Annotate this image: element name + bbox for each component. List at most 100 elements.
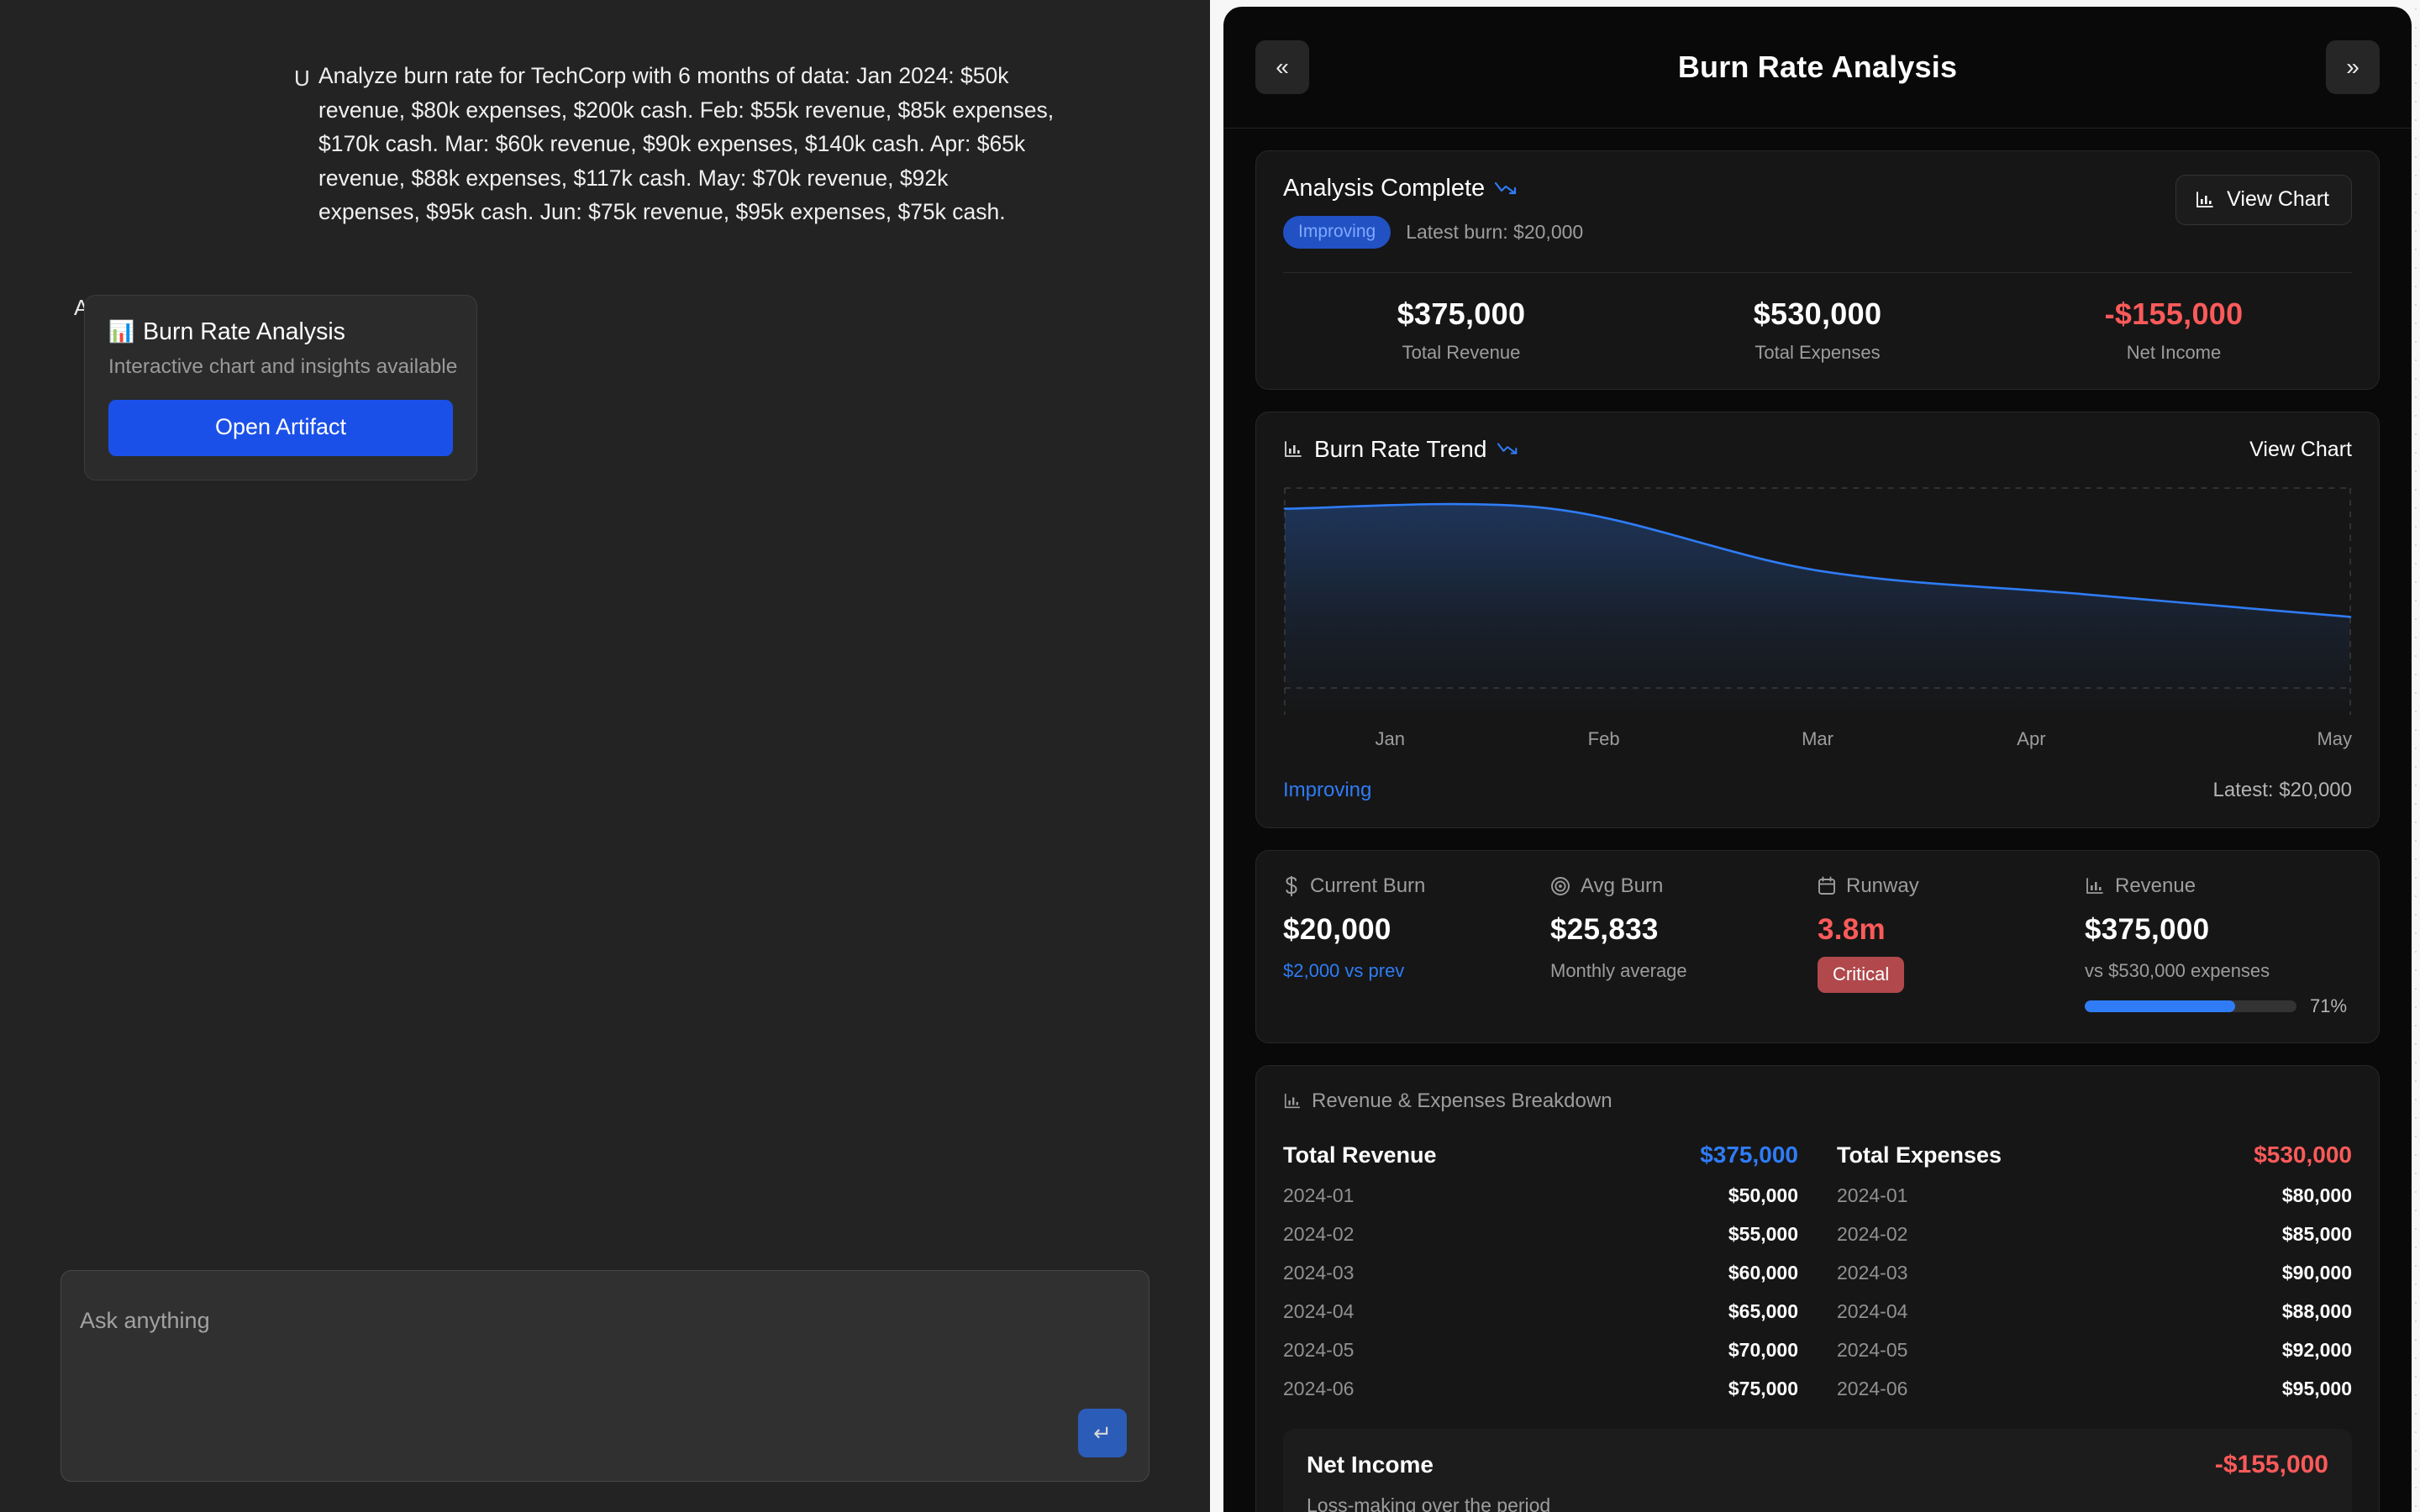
burn-rate-trend-card: Burn Rate Trend View Chart	[1255, 412, 2380, 828]
send-button[interactable]: ↵	[1078, 1409, 1127, 1457]
metric-label: Revenue	[2115, 874, 2196, 897]
open-artifact-button[interactable]: Open Artifact	[108, 400, 453, 457]
composer-placeholder: Ask anything	[80, 1308, 210, 1333]
user-message-row: U Analyze burn rate for TechCorp with 6 …	[0, 0, 1210, 229]
view-chart-button-label: View Chart	[2227, 187, 2329, 211]
breakdown-col-total: $375,000	[1700, 1142, 1798, 1168]
breakdown-revenue-column: Total Revenue $375,000 2024-01 $50,000 2…	[1283, 1142, 1837, 1400]
metrics-card: Current Burn $20,000 $2,000 vs prev	[1255, 850, 2380, 1043]
x-tick-label: Jan	[1375, 728, 1405, 749]
chevron-double-right-icon: »	[2346, 54, 2360, 80]
composer-wrap: Ask anything ↵	[60, 1270, 1150, 1482]
view-chart-button[interactable]: View Chart	[2175, 175, 2352, 225]
trending-down-icon	[1495, 181, 1518, 197]
row-period: 2024-01	[1283, 1184, 1355, 1206]
trend-view-chart-link[interactable]: View Chart	[2249, 437, 2352, 461]
breakdown-col-total: $530,000	[2254, 1142, 2352, 1168]
chart-x-axis-labels: Jan Feb Mar Apr May	[1283, 728, 2352, 750]
summary-title: Analysis Complete	[1283, 175, 1486, 202]
metric-head: Revenue	[2085, 874, 2352, 898]
metric-runway: Runway 3.8m Critical	[1818, 874, 2085, 1017]
metric-label: Avg Burn	[1581, 874, 1664, 897]
breakdown-card: Revenue & Expenses Breakdown Total Reven…	[1255, 1065, 2380, 1512]
table-row: 2024-04 $88,000	[1837, 1300, 2352, 1323]
summary-stat-label: Total Revenue	[1402, 342, 1521, 363]
row-amount: $70,000	[1728, 1339, 1798, 1361]
table-row: 2024-02 $85,000	[1837, 1223, 2352, 1246]
revenue-progress-bar	[2085, 1000, 2296, 1012]
summary-top-row: Analysis Complete Improving	[1283, 175, 2352, 249]
target-icon	[1550, 876, 1570, 896]
row-period: 2024-02	[1283, 1223, 1355, 1245]
bar-chart-icon	[1283, 1092, 1302, 1110]
x-tick-label: Apr	[2017, 728, 2046, 749]
bar-chart-icon	[1283, 439, 1303, 459]
summary-divider	[1283, 272, 2352, 273]
breakdown-expenses-column: Total Expenses $530,000 2024-01 $80,000 …	[1837, 1142, 2352, 1400]
metric-label: Runway	[1846, 874, 1919, 897]
row-amount: $80,000	[2281, 1184, 2352, 1206]
net-income-sub: Loss-making over the period	[1307, 1494, 1551, 1512]
page-title: Burn Rate Analysis	[1677, 50, 1958, 84]
metric-head: Runway	[1818, 874, 2085, 898]
bar-chart-icon	[2195, 190, 2215, 210]
row-period: 2024-05	[1837, 1339, 1908, 1361]
summary-title-row: Analysis Complete	[1283, 175, 1583, 202]
row-amount: $50,000	[1728, 1184, 1798, 1206]
summary-stat-label: Net Income	[2126, 342, 2222, 363]
trend-status-text: Improving	[1283, 779, 1372, 801]
composer[interactable]: Ask anything ↵	[60, 1270, 1150, 1482]
trend-header-row: Burn Rate Trend View Chart	[1283, 436, 2352, 463]
breakdown-col-title: Total Revenue	[1283, 1142, 1437, 1168]
row-period: 2024-02	[1837, 1223, 1908, 1245]
artifact-panel-body: Analysis Complete Improving	[1223, 129, 2412, 1512]
row-period: 2024-03	[1283, 1262, 1355, 1284]
artifact-card-subtitle: Interactive chart and insights available	[108, 354, 458, 378]
enter-return-icon: ↵	[1093, 1420, 1112, 1446]
summary-latest-burn: Latest burn: $20,000	[1406, 221, 1584, 243]
net-income-value: -$155,000	[2214, 1451, 2328, 1478]
revenue-progress-row: 71%	[2085, 995, 2352, 1017]
status-badge: Improving	[1283, 216, 1392, 249]
metric-pill-wrap: Critical	[1818, 947, 2085, 993]
artifact-card-title-row: 📊 Burn Rate Analysis	[108, 318, 453, 346]
row-amount: $55,000	[1728, 1223, 1798, 1245]
metric-value: $20,000	[1283, 913, 1392, 946]
table-row: 2024-03 $60,000	[1283, 1262, 1798, 1284]
prev-artifact-button[interactable]: «	[1255, 40, 1309, 94]
next-artifact-button[interactable]: »	[2326, 40, 2380, 94]
pane-divider	[1210, 0, 1223, 1512]
dollar-sign-icon	[1283, 875, 1300, 897]
trending-down-icon	[1497, 442, 1519, 457]
summary-stat-total-expenses: $530,000 Total Expenses	[1639, 297, 1996, 364]
artifact-preview-card[interactable]: 📊 Burn Rate Analysis Interactive chart a…	[84, 294, 477, 481]
table-row: 2024-01 $80,000	[1837, 1184, 2352, 1207]
chevron-double-left-icon: «	[1276, 54, 1289, 80]
breakdown-columns: Total Revenue $375,000 2024-01 $50,000 2…	[1283, 1142, 2352, 1400]
metric-current-burn: Current Burn $20,000 $2,000 vs prev	[1283, 874, 1550, 1017]
artifact-panel-header: « Burn Rate Analysis »	[1223, 7, 2412, 129]
artifact-card-title: Burn Rate Analysis	[143, 318, 345, 345]
burn-rate-chart[interactable]	[1283, 486, 2352, 722]
row-period: 2024-01	[1837, 1184, 1908, 1206]
breakdown-title: Revenue & Expenses Breakdown	[1312, 1089, 1612, 1112]
table-row: 2024-03 $90,000	[1837, 1262, 2352, 1284]
metric-value: $375,000	[2085, 913, 2210, 946]
breakdown-revenue-header: Total Revenue $375,000	[1283, 1142, 1798, 1168]
x-tick-label: Mar	[1802, 728, 1833, 749]
metric-value: $25,833	[1550, 913, 1659, 946]
summary-stat-value: $530,000	[1753, 297, 1882, 331]
row-amount: $90,000	[2281, 1262, 2352, 1284]
artifact-pane: « Burn Rate Analysis » Analysis Complete	[1223, 0, 2420, 1512]
row-period: 2024-04	[1837, 1300, 1908, 1322]
row-amount: $88,000	[2281, 1300, 2352, 1322]
artifact-panel: « Burn Rate Analysis » Analysis Complete	[1223, 7, 2412, 1512]
trend-footer-row: Improving Latest: $20,000	[1283, 779, 2352, 802]
x-tick-label: Feb	[1587, 728, 1620, 749]
chat-pane: U Analyze burn rate for TechCorp with 6 …	[0, 0, 1210, 1482]
metric-sub: vs $530,000 expenses	[2085, 960, 2270, 981]
row-period: 2024-03	[1837, 1262, 1908, 1284]
revenue-progress-label: 71%	[2310, 995, 2348, 1016]
summary-stat-value: -$155,000	[2104, 297, 2244, 331]
bar-chart-emoji-icon: 📊	[108, 319, 135, 344]
